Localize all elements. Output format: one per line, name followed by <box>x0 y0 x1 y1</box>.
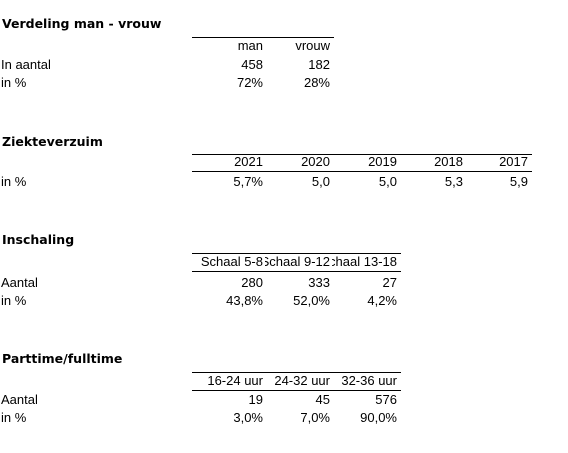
cell-text: 72% <box>236 75 263 90</box>
cell-text: 2019 <box>368 154 397 169</box>
table-cell: 5,3 <box>398 174 465 190</box>
table-cell: 5,9 <box>463 174 530 190</box>
cell-text: 4,2% <box>367 293 397 308</box>
rule <box>192 171 532 172</box>
table-cell: 72% <box>198 75 265 91</box>
cell-text: 5,0 <box>378 174 397 189</box>
column-header: Schaal 5-8 <box>198 254 265 270</box>
column-header: vrouw <box>265 38 332 54</box>
cell-text: 3,0% <box>233 410 263 425</box>
section-title: Parttime/fulltime <box>2 351 123 366</box>
table-cell: 280 <box>198 275 265 291</box>
column-header: 2020 <box>265 154 332 170</box>
cell-text: 24-32 uur <box>274 373 330 388</box>
cell-text: 52,0% <box>293 293 330 308</box>
cell-text: 45 <box>315 392 330 407</box>
cell-text: Schaal 5-8 <box>200 254 263 269</box>
table-cell: 43,8% <box>198 293 265 309</box>
cell-text: Schaal 13-18 <box>332 254 397 269</box>
cell-text: 5,9 <box>509 174 528 189</box>
table-cell: 5,0 <box>332 174 399 190</box>
cell-text: 2017 <box>499 154 528 169</box>
table-cell: 4,2% <box>332 293 399 309</box>
rule <box>192 37 334 38</box>
cell-text: 5,0 <box>311 174 330 189</box>
table-cell: 28% <box>265 75 332 91</box>
row-label: in % <box>1 75 27 90</box>
table-cell: 333 <box>265 275 332 291</box>
cell-text: 576 <box>375 392 397 407</box>
table-cell: 5,7% <box>198 174 265 190</box>
row-label: In aantal <box>1 57 51 72</box>
cell-text: 2020 <box>301 154 330 169</box>
column-header: 2017 <box>463 154 530 170</box>
column-header: Schaal 9-12 <box>265 254 332 270</box>
rule <box>192 372 401 373</box>
table-cell: 576 <box>332 392 399 408</box>
cell-text: 19 <box>248 392 263 407</box>
column-header: 2021 <box>198 154 265 170</box>
row-label: Aantal <box>1 275 38 290</box>
cell-text: 2021 <box>234 154 263 169</box>
cell-text: 458 <box>241 57 263 72</box>
cell-text: 28% <box>303 75 330 90</box>
section-title: Ziekteverzuim <box>2 134 103 149</box>
section-title: Verdeling man - vrouw <box>2 16 162 31</box>
table-cell: 5,0 <box>265 174 332 190</box>
cell-text: 5,3 <box>444 174 463 189</box>
table-cell: 458 <box>198 57 265 73</box>
column-header: 2019 <box>332 154 399 170</box>
cell-text: 5,7% <box>233 174 263 189</box>
column-header: Schaal 13-18 <box>332 254 399 270</box>
table-cell: 27 <box>332 275 399 291</box>
cell-text: vrouw <box>295 38 330 53</box>
rule <box>192 271 401 272</box>
rule <box>192 154 532 155</box>
cell-text: man <box>237 38 263 53</box>
table-cell: 182 <box>265 57 332 73</box>
row-label: Aantal <box>1 392 38 407</box>
cell-text: 280 <box>241 275 263 290</box>
cell-text: 7,0% <box>300 410 330 425</box>
cell-text: 32-36 uur <box>341 373 397 388</box>
cell-text: 16-24 uur <box>207 373 263 388</box>
column-header: 24-32 uur <box>265 373 332 389</box>
column-header: 32-36 uur <box>332 373 399 389</box>
cell-text: 90,0% <box>360 410 397 425</box>
table-cell: 19 <box>198 392 265 408</box>
section-title: Inschaling <box>2 232 75 247</box>
column-header: 16-24 uur <box>198 373 265 389</box>
cell-text: 182 <box>308 57 330 72</box>
table-cell: 3,0% <box>198 410 265 426</box>
row-label: in % <box>1 410 27 425</box>
table-cell: 90,0% <box>332 410 399 426</box>
rule <box>192 253 401 254</box>
cell-text: Schaal 9-12 <box>265 254 330 269</box>
cell-text: 333 <box>308 275 330 290</box>
column-header: man <box>198 38 265 54</box>
table-cell: 52,0% <box>265 293 332 309</box>
row-label: in % <box>1 174 27 189</box>
cell-text: 27 <box>382 275 397 290</box>
table-cell: 7,0% <box>265 410 332 426</box>
row-label: in % <box>1 293 27 308</box>
rule <box>192 390 401 391</box>
cell-text: 43,8% <box>226 293 263 308</box>
column-header: 2018 <box>398 154 465 170</box>
table-cell: 45 <box>265 392 332 408</box>
cell-text: 2018 <box>434 154 463 169</box>
